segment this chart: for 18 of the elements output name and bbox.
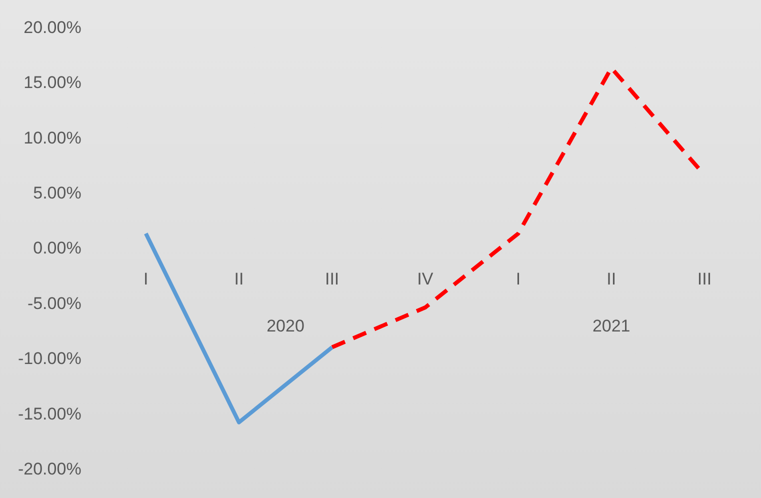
annotation: 2021 [592, 316, 630, 336]
x-tick-label: III [697, 270, 712, 289]
y-tick-label: 20.00% [24, 18, 82, 37]
y-tick-label: -15.00% [18, 404, 82, 424]
y-tick-label: 0.00% [33, 238, 82, 258]
x-tick-label: II [606, 270, 616, 289]
y-tick-label: -20.00% [18, 459, 82, 478]
y-tick-label: 5.00% [33, 183, 82, 202]
x-tick-label: I [144, 270, 148, 289]
x-tick-label: III [324, 270, 340, 289]
y-tick-label: 10.00% [24, 128, 82, 148]
y-tick-label: -10.00% [18, 349, 82, 368]
y-tick-label: 15.00% [24, 73, 82, 92]
x-tick-label: II [234, 270, 244, 289]
x-tick-label: I [516, 270, 521, 289]
x-tick-label: IV [417, 270, 434, 289]
y-tick-label: -5.00% [27, 294, 82, 313]
annotation: 2020 [266, 316, 304, 336]
